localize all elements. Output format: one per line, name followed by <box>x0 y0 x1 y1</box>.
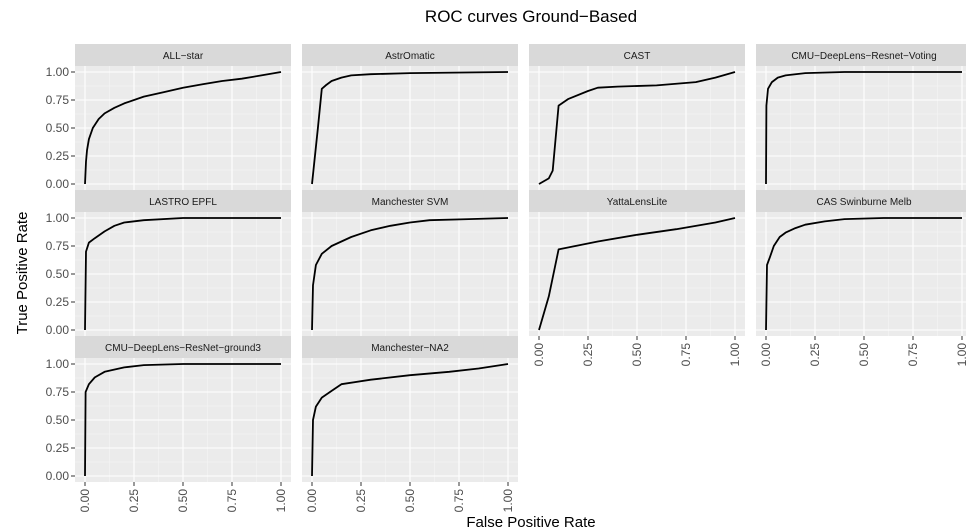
roc-curve <box>84 363 281 477</box>
roc-curve <box>765 217 962 331</box>
x-tick-label: 0.75 <box>225 489 239 513</box>
facet-strip <box>529 190 745 212</box>
facet-strip <box>302 190 518 212</box>
x-tick-label: 1.00 <box>955 343 966 367</box>
facet-strip <box>302 44 518 66</box>
roc-curve <box>765 71 962 185</box>
y-tick-label: 1.00 <box>46 357 70 371</box>
x-tick-label: 0.25 <box>581 343 595 367</box>
facet-label: CMU−DeepLens−ResNet−ground3 <box>105 343 261 354</box>
y-tick-label: 0.25 <box>46 441 70 455</box>
facet-strip <box>756 44 966 66</box>
y-tick-label: 0.50 <box>46 267 70 281</box>
y-tick-label: 0.25 <box>46 149 70 163</box>
facet-panel: CAS Swinburne Melb 0.00 0.25 0.50 0.75 1.00 <box>756 190 966 366</box>
x-tick-label: 1.00 <box>274 489 288 513</box>
x-tick-label: 0.75 <box>906 343 920 367</box>
chart-title: ROC curves Ground−Based <box>425 7 637 26</box>
roc-curve <box>538 71 736 185</box>
x-tick-label: 0.25 <box>127 489 141 513</box>
x-tick-label: 1.00 <box>501 489 515 513</box>
facet-panel: CMU−DeepLens−Resnet−Voting <box>756 44 966 190</box>
facet-label: LASTRO EPFL <box>149 197 217 208</box>
x-tick-label: 0.50 <box>176 489 190 513</box>
y-tick-label: 0.00 <box>46 469 70 483</box>
facet-label: Manchester SVM <box>372 197 449 208</box>
facet-panels: ALL−star 0.00 0.25 0.50 0.75 1.00 AstrOmatic CA… <box>46 44 966 512</box>
x-tick-label: 0.00 <box>78 489 92 513</box>
y-tick-label: 0.00 <box>46 323 70 337</box>
facet-panel: LASTRO EPFL 0.00 0.25 0.50 0.75 1.00 <box>46 190 291 337</box>
facet-label: CAS Swinburne Melb <box>816 197 911 208</box>
x-tick-label: 0.00 <box>532 343 546 367</box>
facet-panel: AstrOmatic <box>302 44 518 190</box>
y-axis-title: True Positive Rate <box>14 212 31 335</box>
facet-label: AstrOmatic <box>385 51 434 62</box>
roc-curve <box>311 363 509 477</box>
roc-curve <box>84 217 281 331</box>
x-tick-label: 0.00 <box>759 343 773 367</box>
y-tick-label: 1.00 <box>46 65 70 79</box>
facet-strip <box>529 44 745 66</box>
y-tick-label: 0.00 <box>46 177 70 191</box>
facet-label: ALL−star <box>163 51 204 62</box>
y-tick-label: 0.75 <box>46 239 70 253</box>
roc-curve <box>538 217 736 331</box>
facet-strip <box>302 336 518 358</box>
x-tick-label: 0.50 <box>403 489 417 513</box>
facet-label: CMU−DeepLens−Resnet−Voting <box>791 51 936 62</box>
x-tick-label: 0.25 <box>808 343 822 367</box>
y-tick-label: 0.75 <box>46 93 70 107</box>
x-tick-label: 1.00 <box>728 343 742 367</box>
facet-panel: Manchester SVM <box>302 190 518 336</box>
facet-strip <box>75 190 291 212</box>
facet-panel: CAST <box>529 44 745 190</box>
facet-panel: ALL−star 0.00 0.25 0.50 0.75 1.00 <box>46 44 291 191</box>
facet-label: CAST <box>624 51 651 62</box>
y-tick-label: 0.75 <box>46 385 70 399</box>
x-tick-label: 0.25 <box>354 489 368 513</box>
x-tick-label: 0.50 <box>857 343 871 367</box>
facet-label: Manchester−NA2 <box>371 343 449 354</box>
y-tick-label: 0.25 <box>46 295 70 309</box>
facet-label: YattaLensLite <box>607 197 668 208</box>
y-tick-label: 0.50 <box>46 121 70 135</box>
x-tick-label: 0.50 <box>630 343 644 367</box>
facet-panel: YattaLensLite 0.00 0.25 0.50 0.75 1.00 <box>529 190 745 366</box>
x-tick-label: 0.00 <box>305 489 319 513</box>
facet-panel: CMU−DeepLens−ResNet−ground3 0.00 0.25 0.50 0… <box>46 336 291 512</box>
x-tick-label: 0.75 <box>679 343 693 367</box>
y-tick-label: 1.00 <box>46 211 70 225</box>
roc-curve <box>311 217 509 331</box>
x-axis-title: False Positive Rate <box>466 514 595 531</box>
facet-strip <box>75 44 291 66</box>
roc-curve <box>311 71 509 185</box>
y-tick-label: 0.50 <box>46 413 70 427</box>
facet-strip <box>75 336 291 358</box>
facet-strip <box>756 190 966 212</box>
roc-curve <box>84 71 282 185</box>
x-tick-label: 0.75 <box>452 489 466 513</box>
facet-panel: Manchester−NA2 0.00 0.25 0.50 0.75 1.00 <box>302 336 518 512</box>
